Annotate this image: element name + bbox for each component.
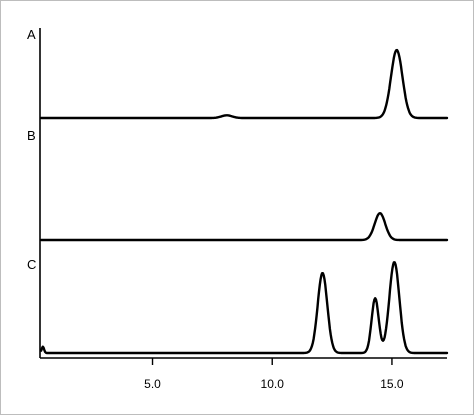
traces-group [40,48,449,355]
x-tick-label: 5.0 [144,377,161,391]
x-ticks-group: 5.0 10.0 15.0 [144,358,404,391]
x-tick-label: 15.0 [380,377,404,391]
trace-b [40,212,449,242]
trace-a [40,48,449,120]
trace-c [40,261,449,355]
series-label-c: C [27,257,36,272]
x-tick-label: 10.0 [261,377,285,391]
series-label-b: B [27,128,36,143]
series-label-a: A [27,27,36,42]
